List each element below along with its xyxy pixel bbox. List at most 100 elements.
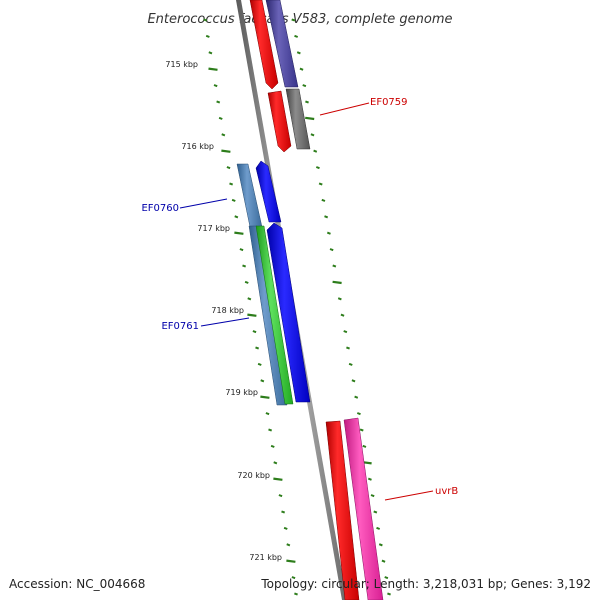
inner-ring-tick [234,215,239,219]
leader-line-ef0760 [179,198,228,209]
tick-label-717kbp: 717 kbp [197,224,230,233]
gene-label-ef0760-group: EF0760 [141,198,228,214]
inner-ring-tick [231,198,236,202]
outer-ring-tick [384,576,389,580]
leader-line-uvrb [384,490,434,501]
gene-gray-ef0759 [285,88,311,150]
inner-ring-tick [234,231,244,235]
inner-ring-tick [213,84,218,88]
outer-ring-tick [359,428,364,432]
inner-ring-tick [247,313,257,317]
outer-ring-tick [381,559,386,563]
gene-label-ef0759: EF0759 [370,97,408,108]
tick-label-720kbp: 720 kbp [237,471,270,480]
outer-ring-tick [356,412,361,416]
tick-label-719kbp: 719 kbp [225,388,258,397]
gene-label-ef0759-group: EF0759 [319,97,408,116]
inner-ring-tick [291,576,296,580]
inner-ring-tick [247,297,252,301]
outer-ring-tick [340,313,345,317]
inner-ring-tick [273,477,283,481]
outer-ring-tick [354,395,359,399]
tick-label-716kbp: 716 kbp [181,142,214,151]
gene-red-uvrb [325,420,360,600]
outer-ring-tick [326,231,331,235]
inner-ring-tick [257,362,262,366]
outer-ring-tick [299,67,304,71]
inner-ring-tick [244,280,249,284]
inner-ring-tick [229,182,234,186]
inner-ring-tick [260,379,265,383]
outer-ring-tick [318,182,323,186]
inner-ring-tick [283,526,288,530]
tick-labels: 715 kbp 716 kbp 717 kbp 718 kbp 719 kbp … [165,60,282,562]
leader-line-ef0761 [200,317,250,327]
outer-ring-tick [337,297,342,301]
inner-ring-tick [242,264,247,268]
gene-pink-uvrb [343,417,384,600]
inner-ring-tick [278,494,283,498]
outer-ring-tick [313,149,318,153]
outer-ring-tick [329,248,334,252]
gene-label-ef0760: EF0760 [141,203,179,214]
gene-label-ef0761-group: EF0761 [161,317,250,332]
inner-ring-tick [208,51,213,55]
inner-ring-tick [273,461,278,465]
outer-ring-tick [332,264,337,268]
gene-label-ef0761: EF0761 [161,321,199,332]
inner-ring-tick [270,444,275,448]
footer-summary: Topology: circular; Length: 3,218,031 bp… [261,577,591,591]
outer-ring-tick [305,116,315,121]
outer-ring-tick [291,18,296,22]
outer-ring-tick [373,510,378,514]
outer-ring-tick [376,526,381,530]
outer-ring-tick [332,280,342,285]
inner-ring-tick [216,100,221,104]
inner-ring-tick [294,592,298,596]
outer-ring-tick [294,34,299,38]
inner-ring-tick [252,330,257,334]
outer-ring-tick [321,198,326,202]
inner-ring-tick [221,133,226,137]
gene-blue-ef0761 [266,222,311,403]
outer-ring-tick [315,166,320,170]
inner-ring-tick [260,395,270,399]
outer-ring-tick [310,133,315,137]
gene-red-upper [249,0,279,90]
outer-ring-tick [324,215,329,219]
inner-ring-tick [281,510,286,514]
inner-ring-tick [205,34,210,38]
map-title: Enterococcus faecalis V583, complete gen… [147,12,452,27]
outer-ring-tick [348,362,353,366]
outer-ring-tick [351,379,356,383]
outer-ring-tick [370,494,375,498]
outer-ring-tick [346,346,350,350]
gene-blue-ef0760 [255,160,282,223]
gene-label-uvrb-group: uvrB [384,486,458,501]
gene-red-ef0759 [267,90,292,153]
gene-label-uvrb: uvrB [435,486,458,497]
inner-ring-tick [286,559,296,563]
outer-ring-tick [296,51,301,55]
inner-ring-tick [265,412,270,416]
tick-dashes [203,18,391,596]
inner-ring-tick [218,116,223,120]
tick-label-718kbp: 718 kbp [211,306,244,315]
outer-ring-tick [343,330,348,334]
inner-ring-tick [268,428,273,432]
outer-ring-tick [387,592,391,596]
tick-label-715kbp: 715 kbp [165,60,198,69]
genes-forward [236,160,311,406]
footer-accession: Accession: NC_004668 [9,577,146,591]
outer-ring-tick [367,477,372,481]
outer-ring-tick [305,100,309,104]
outer-ring-tick [362,444,367,448]
inner-ring-tick [239,248,244,252]
outer-ring-tick [302,84,307,88]
inner-ring-tick [226,166,231,170]
gene-green-ef0761 [255,225,294,405]
inner-ring-tick [208,67,218,71]
leader-line-ef0759 [319,102,370,116]
inner-ring-tick [203,18,208,22]
